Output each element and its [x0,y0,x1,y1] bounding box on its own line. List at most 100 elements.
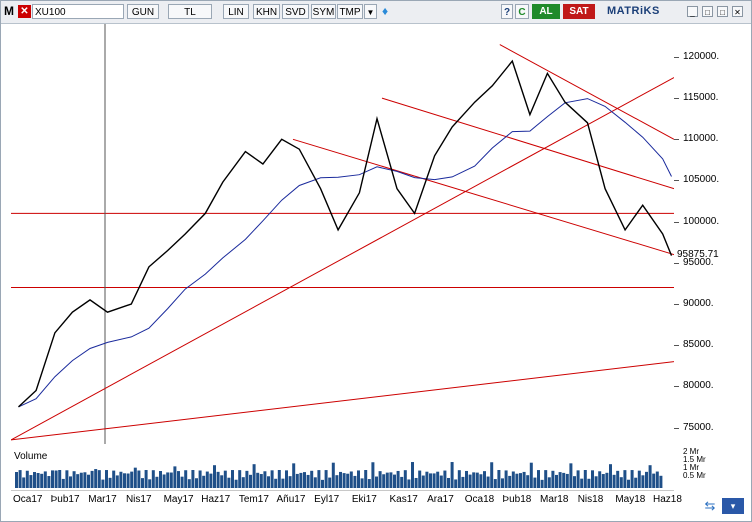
tmp-button[interactable]: TMP [337,4,363,19]
volume-bar [83,472,87,488]
moving-average-line [18,98,672,408]
symbol-input[interactable]: XU100 [32,4,124,19]
volume-bar [627,479,630,488]
volume-bar [515,473,519,488]
time-tick-label: Mar18 [540,494,569,505]
maximize-icon[interactable]: □ [717,6,728,17]
long-trend-line [11,361,674,441]
volume-chart-svg [15,462,663,488]
volume-bar [241,477,245,488]
volume-bar [508,475,512,488]
dropdown-arrow-icon[interactable]: ▼ [364,4,377,19]
minimize-icon[interactable]: _ [687,6,698,17]
volume-bar [583,470,587,488]
volume-bar [177,471,180,488]
brand-logo: MATRiKS [607,5,660,17]
scroll-sync-icon[interactable]: ⇆ [704,498,716,513]
time-axis[interactable]: Oca17 Þub17 Mar17 Nis17 May17 Haz17 Tem17 Añu17… [11,490,682,511]
time-tick-label: Tem17 [238,494,269,505]
time-tick-label: Haz17 [201,494,231,505]
volume-bar [565,473,569,488]
time-tick-label: Eki17 [351,494,377,505]
khn-button[interactable]: KHN [253,4,280,19]
volume-bar [544,470,548,488]
price-tick-label: 100000. [683,215,720,227]
close-symbol-icon[interactable]: ✕ [18,5,31,18]
time-tick-label: Oca17 [13,494,43,505]
volume-bar [245,470,249,488]
price-chart-svg[interactable] [11,24,674,444]
volume-bar [335,475,339,488]
volume-bar [108,477,112,488]
time-tick-label: Haz18 [653,494,682,505]
sym-button[interactable]: SYM [311,4,336,19]
volume-bar [133,467,137,488]
volume-bar [231,470,234,488]
volume-bar [382,474,386,488]
twitter-icon[interactable]: ♦ [381,4,389,18]
volume-tick-label: 1 Mr [683,463,699,472]
volume-bar [173,466,177,488]
volume-bar [195,478,198,488]
scale-button[interactable]: LIN [223,4,249,19]
volume-bar [450,462,454,488]
volume-bar [213,465,216,488]
volume-bar [155,476,159,488]
volume-chart[interactable] [11,448,674,488]
volume-bar [184,470,188,488]
volume-bar [659,475,663,488]
price-chart[interactable] [11,24,674,444]
volume-bar [497,470,501,488]
volume-bar [432,473,436,488]
channel-line-3 [499,44,674,140]
volume-bar [159,471,162,488]
volume-bar [425,471,429,488]
corner-toggle-icon[interactable]: ▾ [722,498,744,514]
svd-button[interactable]: SVD [282,4,309,19]
volume-bar [378,471,382,488]
price-axis[interactable]: 120000. 115000. 110000. 105000. 100000. 95000… [674,24,744,444]
refresh-icon[interactable]: C [515,4,529,19]
buy-button[interactable]: AL [532,4,560,19]
volume-bar [364,470,368,488]
toolbar: M ✕ XU100 GUN TL LIN KHN SVD SYM TMP ▼ ?… [1,1,751,24]
volume-bar [51,470,54,488]
time-tick-label: May18 [615,494,646,505]
volume-bar [652,473,656,488]
volume-bar [281,478,285,488]
menu-button[interactable]: M [4,4,14,18]
price-tick-mark [674,98,679,100]
volume-bar [29,475,33,488]
volume-bar [198,470,202,488]
volume-axis: 2 Mr 1.5 Mr 1 Mr 0.5 Mr [674,448,734,488]
volume-bar [303,472,306,488]
volume-bar [483,471,486,488]
volume-bar [249,474,252,488]
restore-icon[interactable]: □ [702,6,713,17]
period-button[interactable]: GUN [127,4,159,19]
volume-bar [479,474,483,488]
volume-bar [623,470,627,488]
price-tick-mark [674,221,679,223]
rising-trend-line [11,77,674,441]
question-icon[interactable]: ? [501,4,513,19]
volume-bar [346,473,350,488]
volume-bar [400,476,404,488]
volume-bar [40,473,44,488]
currency-button[interactable]: TL [168,4,212,19]
volume-bar [69,476,72,488]
volume-bar [270,470,274,488]
volume-bar [216,471,220,488]
price-tick-label: 115000. [683,92,719,104]
volume-bar [112,470,116,488]
price-tick-mark [674,56,679,58]
volume-bar [126,473,130,488]
price-tick-label: 90000. [683,298,714,309]
sell-button[interactable]: SAT [563,4,595,19]
volume-bar [609,464,612,488]
volume-bar [94,469,98,488]
volume-bar [65,470,69,488]
close-icon[interactable]: ✕ [732,6,743,17]
volume-bar [137,470,141,488]
time-tick-label: Mar17 [88,494,117,505]
